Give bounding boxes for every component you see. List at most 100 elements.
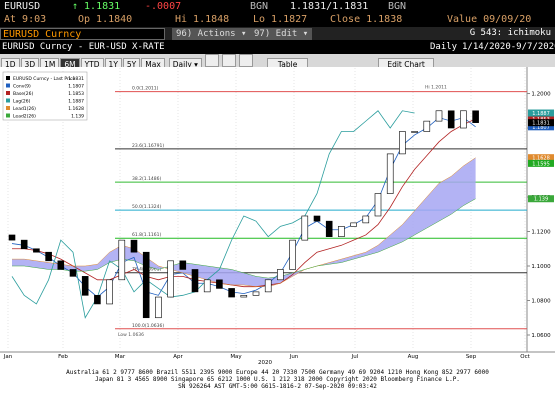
- candle: [338, 226, 345, 237]
- low: Lo 1.1827: [253, 14, 308, 25]
- toolbar: 1D 3D 1M 6M YTD 1Y 5Y Max Daily ▾ Table Edit Chart: [0, 54, 555, 71]
- candle: [69, 269, 77, 277]
- icon-button[interactable]: [238, 54, 253, 67]
- icon-button[interactable]: [204, 54, 219, 67]
- last: ↑ 1.1831: [72, 1, 121, 12]
- price-tag-label: 1.139: [534, 197, 548, 203]
- candle: [191, 269, 199, 293]
- chart: Jan Feb Mar Apr May Jun Jul Aug Sep Oct 2020 1.0600…: [0, 67, 555, 367]
- indicator-line: [12, 157, 476, 287]
- legend-swatch: [6, 98, 10, 103]
- candle: [142, 251, 150, 319]
- candle: [350, 222, 357, 227]
- x-tick-label: Jun: [289, 354, 299, 360]
- source: BGN: [388, 1, 407, 12]
- fib-label: 23.6(1.16791): [132, 143, 164, 149]
- candle: [81, 276, 89, 296]
- x-tick-label: Feb: [58, 354, 68, 360]
- description: EURUSD Curncy - EUR-USD X-RATE: [2, 42, 165, 52]
- price-tag: [528, 195, 554, 203]
- candle: [228, 288, 235, 298]
- legend-value: 1.1887: [68, 99, 84, 105]
- legend-label: Lead2(26): [13, 114, 36, 120]
- price-tag: [528, 109, 554, 117]
- candle: [374, 193, 382, 217]
- last-price-tag: [528, 119, 554, 127]
- x-tick-label: Jul: [351, 354, 359, 360]
- legend-swatch: [6, 113, 10, 118]
- candle: [57, 260, 65, 270]
- indicator-line: [11, 117, 476, 298]
- fib-label: 0.0(1.2011): [132, 86, 159, 92]
- candle: [179, 260, 187, 270]
- legend-label: Conv(9): [13, 84, 31, 90]
- annotation: Hi 1.2011: [425, 85, 447, 91]
- y-tick-label: 1.1000: [531, 264, 551, 270]
- price-tag: [528, 123, 554, 131]
- candle: [94, 295, 101, 305]
- fib-label: 61.8(1.1161): [132, 232, 162, 238]
- candle: [313, 215, 321, 222]
- bid-ask: 1.1831/1.1831: [290, 1, 369, 12]
- candle: [289, 239, 296, 270]
- price-tag-label: 1.1887: [532, 111, 550, 117]
- edit-button[interactable]: 97) Edit ▾: [250, 28, 313, 40]
- legend-swatch: [6, 76, 10, 80]
- y-tick-label: 1.0800: [531, 298, 551, 304]
- price-tag-label: 1.1807: [532, 125, 550, 131]
- legend-label: EURUSD Curncy - Last Price: [13, 76, 76, 82]
- price-tag: [528, 154, 554, 162]
- indicator-line: [11, 110, 415, 319]
- actions-button[interactable]: 96) Actions ▾: [172, 28, 251, 40]
- legend-swatch: [6, 91, 10, 95]
- legend-label: Lag(26): [13, 99, 31, 105]
- legend-value: 1.1831: [68, 76, 84, 82]
- x-tick-label: Mar: [115, 354, 126, 360]
- indicator-line: [12, 198, 476, 279]
- candle: [106, 279, 113, 305]
- candle: [472, 110, 479, 123]
- x-tick-label: Jan: [3, 354, 13, 360]
- candle: [167, 260, 174, 298]
- open: Op 1.1840: [78, 14, 133, 25]
- footer-line: SN 926264 AST GMT-5:00 G615-1816-2 07-Se…: [178, 383, 377, 390]
- candle: [399, 131, 406, 155]
- footer-line: Japan 81 3 4565 8900 Singapore 65 6212 1…: [95, 376, 460, 383]
- security[interactable]: EURUSD Curncy: [0, 28, 165, 40]
- candle: [240, 295, 248, 298]
- indicator-line: [12, 118, 476, 288]
- icon-button[interactable]: [221, 54, 236, 67]
- ticker: EURUSD: [4, 1, 41, 12]
- price-tag: [528, 115, 554, 123]
- marker-tag: [528, 159, 554, 167]
- legend-value: 1.1853: [68, 91, 84, 97]
- y-tick-label: 1.0600: [531, 333, 551, 339]
- candle: [155, 296, 162, 319]
- candle: [130, 239, 138, 253]
- marker-tag-label: 1.1595: [532, 161, 550, 167]
- value-date: Value 09/09/20: [447, 14, 532, 25]
- legend-value: 1.1628: [68, 106, 84, 112]
- candle: [45, 251, 52, 262]
- source: BGN: [250, 1, 269, 12]
- fib-label: 38.2(1.1486): [132, 176, 162, 182]
- fib-label: 50.0(1.1324): [132, 204, 162, 210]
- legend-label: Base(26): [13, 91, 33, 97]
- candle: [411, 131, 418, 133]
- candle: [216, 279, 223, 289]
- page-id: G 543: ichimoku: [469, 28, 551, 38]
- x-tick-label: Oct: [520, 354, 530, 360]
- fib-label: 100.0(1.0636): [132, 323, 164, 329]
- last-price-tag-label: 1.1831: [532, 121, 550, 127]
- candle: [460, 110, 467, 129]
- legend-label: Lead1(26): [13, 106, 36, 112]
- footer-line: Australia 61 2 9777 8600 Brazil 5511 239…: [66, 369, 489, 376]
- close: Close 1.1838: [330, 14, 403, 25]
- candle: [118, 239, 126, 281]
- legend-value: 1.139: [71, 114, 84, 120]
- x-tick-label: Sep: [466, 354, 477, 360]
- legend-swatch: [6, 106, 10, 110]
- y-tick-label: 1.2000: [531, 92, 551, 98]
